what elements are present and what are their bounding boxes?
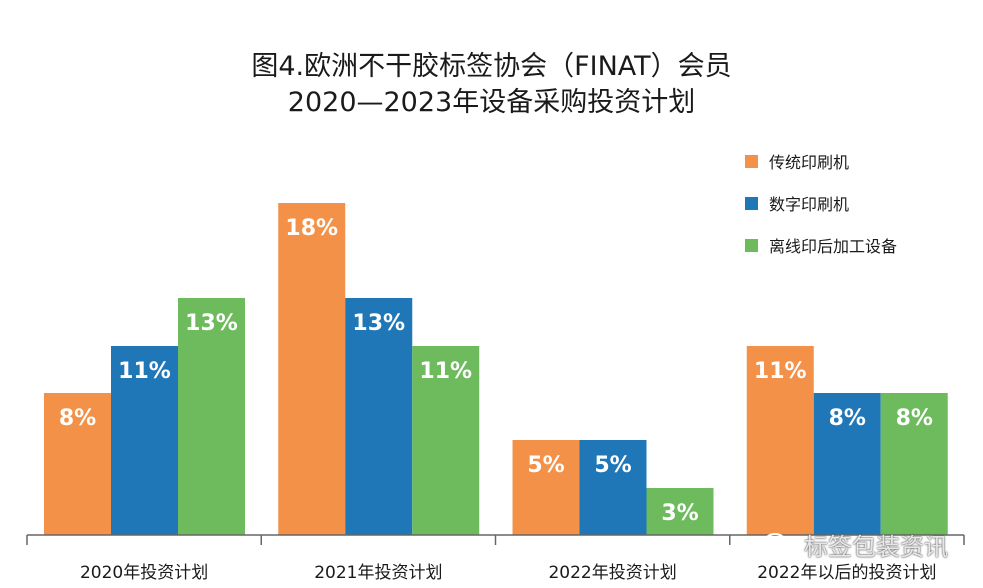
bar-value-label: 13% — [185, 311, 238, 336]
wechat-icon — [763, 532, 795, 557]
bar-value-label: 5% — [527, 453, 564, 478]
legend-label: 离线印后加工设备 — [769, 237, 898, 256]
legend-item-offline-finishing: 离线印后加工设备 — [745, 224, 897, 266]
legend-swatch — [745, 238, 758, 252]
bar-value-label: 11% — [754, 359, 807, 384]
bar — [178, 298, 245, 535]
legend: 传统印刷机 数字印刷机 离线印后加工设备 — [745, 140, 897, 266]
category-label: 2021年投资计划 — [314, 563, 442, 583]
legend-swatch — [745, 154, 758, 168]
bar — [646, 488, 714, 535]
bar-value-label: 13% — [352, 311, 405, 336]
bar — [579, 440, 647, 535]
legend-item-digital-press: 数字印刷机 — [745, 182, 897, 224]
bar — [746, 346, 814, 535]
bar — [44, 393, 111, 535]
category-label: 2020年投资计划 — [80, 563, 208, 583]
legend-label: 传统印刷机 — [769, 153, 850, 172]
bar — [813, 393, 881, 535]
bar — [412, 346, 480, 535]
bar-value-label: 18% — [285, 216, 338, 241]
watermark: 标签包装资讯 — [762, 527, 948, 562]
legend-label: 数字印刷机 — [769, 195, 850, 214]
chart-subtitle: 2020—2023年设备采购投资计划 — [287, 87, 696, 118]
bar — [278, 203, 346, 535]
bar — [880, 393, 948, 535]
bar-value-label: 8% — [896, 406, 933, 431]
watermark-text: 标签包装资讯 — [804, 533, 948, 561]
bar-value-label: 5% — [594, 453, 631, 478]
bar — [345, 298, 413, 535]
legend-item-traditional-press: 传统印刷机 — [745, 140, 897, 182]
bar — [111, 346, 178, 535]
bar — [512, 440, 580, 535]
bar-value-label: 3% — [661, 501, 698, 526]
legend-swatch — [745, 196, 758, 210]
category-label: 2022年以后的投资计划 — [757, 563, 936, 583]
bar-value-label: 11% — [419, 359, 472, 384]
bar-value-label: 11% — [118, 359, 171, 384]
chart-title: 图4.欧洲不干胶标签协会（FINAT）会员 — [251, 51, 732, 82]
bar-value-label: 8% — [59, 406, 96, 431]
category-label: 2022年投资计划 — [548, 563, 676, 583]
bar-value-label: 8% — [829, 406, 866, 431]
